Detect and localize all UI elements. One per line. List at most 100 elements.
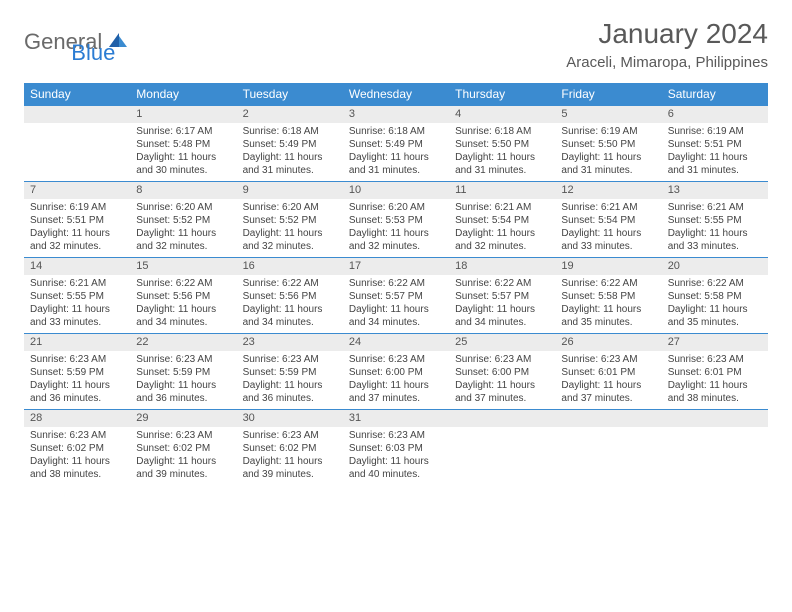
title-block: January 2024 Araceli, Mimaropa, Philippi… xyxy=(566,18,768,71)
calendar-day-cell: 17Sunrise: 6:22 AMSunset: 5:57 PMDayligh… xyxy=(343,258,449,334)
sunset-text: Sunset: 5:50 PM xyxy=(561,138,655,151)
day-number: 31 xyxy=(343,410,449,427)
daylight-text: Daylight: 11 hours and 32 minutes. xyxy=(455,227,549,253)
calendar-day-cell: 21Sunrise: 6:23 AMSunset: 5:59 PMDayligh… xyxy=(24,334,130,410)
day-content: Sunrise: 6:22 AMSunset: 5:58 PMDaylight:… xyxy=(662,275,768,333)
dayname-friday: Friday xyxy=(555,83,661,106)
calendar-week-row: 14Sunrise: 6:21 AMSunset: 5:55 PMDayligh… xyxy=(24,258,768,334)
daylight-text: Daylight: 11 hours and 33 minutes. xyxy=(668,227,762,253)
sunset-text: Sunset: 6:01 PM xyxy=(668,366,762,379)
daylight-text: Daylight: 11 hours and 33 minutes. xyxy=(30,303,124,329)
calendar-week-row: 1Sunrise: 6:17 AMSunset: 5:48 PMDaylight… xyxy=(24,106,768,182)
day-number xyxy=(449,410,555,427)
sunrise-text: Sunrise: 6:22 AM xyxy=(349,277,443,290)
sunrise-text: Sunrise: 6:19 AM xyxy=(561,125,655,138)
sunrise-text: Sunrise: 6:17 AM xyxy=(136,125,230,138)
day-content: Sunrise: 6:23 AMSunset: 5:59 PMDaylight:… xyxy=(237,351,343,409)
daylight-text: Daylight: 11 hours and 32 minutes. xyxy=(349,227,443,253)
dayname-wednesday: Wednesday xyxy=(343,83,449,106)
calendar-week-row: 21Sunrise: 6:23 AMSunset: 5:59 PMDayligh… xyxy=(24,334,768,410)
day-content: Sunrise: 6:20 AMSunset: 5:53 PMDaylight:… xyxy=(343,199,449,257)
day-content: Sunrise: 6:23 AMSunset: 6:01 PMDaylight:… xyxy=(555,351,661,409)
calendar-day-cell: 23Sunrise: 6:23 AMSunset: 5:59 PMDayligh… xyxy=(237,334,343,410)
daylight-text: Daylight: 11 hours and 32 minutes. xyxy=(243,227,337,253)
calendar-day-cell: 4Sunrise: 6:18 AMSunset: 5:50 PMDaylight… xyxy=(449,106,555,182)
calendar-day-cell: 2Sunrise: 6:18 AMSunset: 5:49 PMDaylight… xyxy=(237,106,343,182)
calendar-day-cell xyxy=(555,410,661,486)
sunset-text: Sunset: 5:56 PM xyxy=(243,290,337,303)
daylight-text: Daylight: 11 hours and 35 minutes. xyxy=(561,303,655,329)
sunset-text: Sunset: 5:59 PM xyxy=(243,366,337,379)
day-content: Sunrise: 6:23 AMSunset: 6:02 PMDaylight:… xyxy=(237,427,343,485)
sunrise-text: Sunrise: 6:23 AM xyxy=(349,429,443,442)
day-content: Sunrise: 6:23 AMSunset: 6:01 PMDaylight:… xyxy=(662,351,768,409)
calendar-day-cell: 18Sunrise: 6:22 AMSunset: 5:57 PMDayligh… xyxy=(449,258,555,334)
day-content: Sunrise: 6:21 AMSunset: 5:55 PMDaylight:… xyxy=(662,199,768,257)
day-number: 26 xyxy=(555,334,661,351)
sunrise-text: Sunrise: 6:22 AM xyxy=(243,277,337,290)
calendar-day-cell: 1Sunrise: 6:17 AMSunset: 5:48 PMDaylight… xyxy=(130,106,236,182)
dayname-monday: Monday xyxy=(130,83,236,106)
daylight-text: Daylight: 11 hours and 38 minutes. xyxy=(30,455,124,481)
day-number: 27 xyxy=(662,334,768,351)
day-content: Sunrise: 6:18 AMSunset: 5:50 PMDaylight:… xyxy=(449,123,555,181)
day-number: 19 xyxy=(555,258,661,275)
sunset-text: Sunset: 6:02 PM xyxy=(136,442,230,455)
calendar-day-cell: 8Sunrise: 6:20 AMSunset: 5:52 PMDaylight… xyxy=(130,182,236,258)
sunrise-text: Sunrise: 6:22 AM xyxy=(136,277,230,290)
calendar-day-cell xyxy=(662,410,768,486)
calendar-day-cell xyxy=(24,106,130,182)
day-number: 4 xyxy=(449,106,555,123)
sunset-text: Sunset: 5:54 PM xyxy=(455,214,549,227)
calendar-day-cell: 26Sunrise: 6:23 AMSunset: 6:01 PMDayligh… xyxy=(555,334,661,410)
day-content: Sunrise: 6:23 AMSunset: 6:03 PMDaylight:… xyxy=(343,427,449,485)
sunrise-text: Sunrise: 6:23 AM xyxy=(243,429,337,442)
sunset-text: Sunset: 5:57 PM xyxy=(349,290,443,303)
day-number: 25 xyxy=(449,334,555,351)
day-number: 17 xyxy=(343,258,449,275)
sunrise-text: Sunrise: 6:19 AM xyxy=(668,125,762,138)
day-content: Sunrise: 6:18 AMSunset: 5:49 PMDaylight:… xyxy=(343,123,449,181)
calendar-day-cell: 14Sunrise: 6:21 AMSunset: 5:55 PMDayligh… xyxy=(24,258,130,334)
calendar-table: Sunday Monday Tuesday Wednesday Thursday… xyxy=(24,83,768,485)
day-number: 22 xyxy=(130,334,236,351)
page-header: General Blue January 2024 Araceli, Mimar… xyxy=(24,18,768,71)
sunset-text: Sunset: 5:49 PM xyxy=(349,138,443,151)
calendar-day-cell: 16Sunrise: 6:22 AMSunset: 5:56 PMDayligh… xyxy=(237,258,343,334)
daylight-text: Daylight: 11 hours and 31 minutes. xyxy=(561,151,655,177)
sunset-text: Sunset: 5:50 PM xyxy=(455,138,549,151)
calendar-day-cell: 10Sunrise: 6:20 AMSunset: 5:53 PMDayligh… xyxy=(343,182,449,258)
day-content: Sunrise: 6:21 AMSunset: 5:54 PMDaylight:… xyxy=(449,199,555,257)
daylight-text: Daylight: 11 hours and 39 minutes. xyxy=(243,455,337,481)
daylight-text: Daylight: 11 hours and 37 minutes. xyxy=(349,379,443,405)
daylight-text: Daylight: 11 hours and 34 minutes. xyxy=(455,303,549,329)
day-number xyxy=(662,410,768,427)
calendar-day-cell: 24Sunrise: 6:23 AMSunset: 6:00 PMDayligh… xyxy=(343,334,449,410)
day-content: Sunrise: 6:22 AMSunset: 5:56 PMDaylight:… xyxy=(130,275,236,333)
day-content: Sunrise: 6:20 AMSunset: 5:52 PMDaylight:… xyxy=(130,199,236,257)
sunset-text: Sunset: 5:56 PM xyxy=(136,290,230,303)
day-content: Sunrise: 6:19 AMSunset: 5:50 PMDaylight:… xyxy=(555,123,661,181)
day-content: Sunrise: 6:17 AMSunset: 5:48 PMDaylight:… xyxy=(130,123,236,181)
day-content: Sunrise: 6:19 AMSunset: 5:51 PMDaylight:… xyxy=(662,123,768,181)
day-content: Sunrise: 6:22 AMSunset: 5:57 PMDaylight:… xyxy=(343,275,449,333)
sunrise-text: Sunrise: 6:18 AM xyxy=(243,125,337,138)
sunset-text: Sunset: 6:01 PM xyxy=(561,366,655,379)
calendar-body: 1Sunrise: 6:17 AMSunset: 5:48 PMDaylight… xyxy=(24,106,768,486)
sunrise-text: Sunrise: 6:23 AM xyxy=(136,429,230,442)
day-number: 24 xyxy=(343,334,449,351)
calendar-day-cell: 15Sunrise: 6:22 AMSunset: 5:56 PMDayligh… xyxy=(130,258,236,334)
calendar-day-cell: 11Sunrise: 6:21 AMSunset: 5:54 PMDayligh… xyxy=(449,182,555,258)
sunset-text: Sunset: 5:54 PM xyxy=(561,214,655,227)
sunrise-text: Sunrise: 6:18 AM xyxy=(349,125,443,138)
day-number: 2 xyxy=(237,106,343,123)
daylight-text: Daylight: 11 hours and 31 minutes. xyxy=(668,151,762,177)
day-content: Sunrise: 6:22 AMSunset: 5:57 PMDaylight:… xyxy=(449,275,555,333)
dayname-sunday: Sunday xyxy=(24,83,130,106)
day-number xyxy=(24,106,130,123)
calendar-day-cell: 30Sunrise: 6:23 AMSunset: 6:02 PMDayligh… xyxy=(237,410,343,486)
sunrise-text: Sunrise: 6:20 AM xyxy=(349,201,443,214)
sunset-text: Sunset: 5:55 PM xyxy=(668,214,762,227)
sunrise-text: Sunrise: 6:23 AM xyxy=(455,353,549,366)
sunrise-text: Sunrise: 6:23 AM xyxy=(561,353,655,366)
